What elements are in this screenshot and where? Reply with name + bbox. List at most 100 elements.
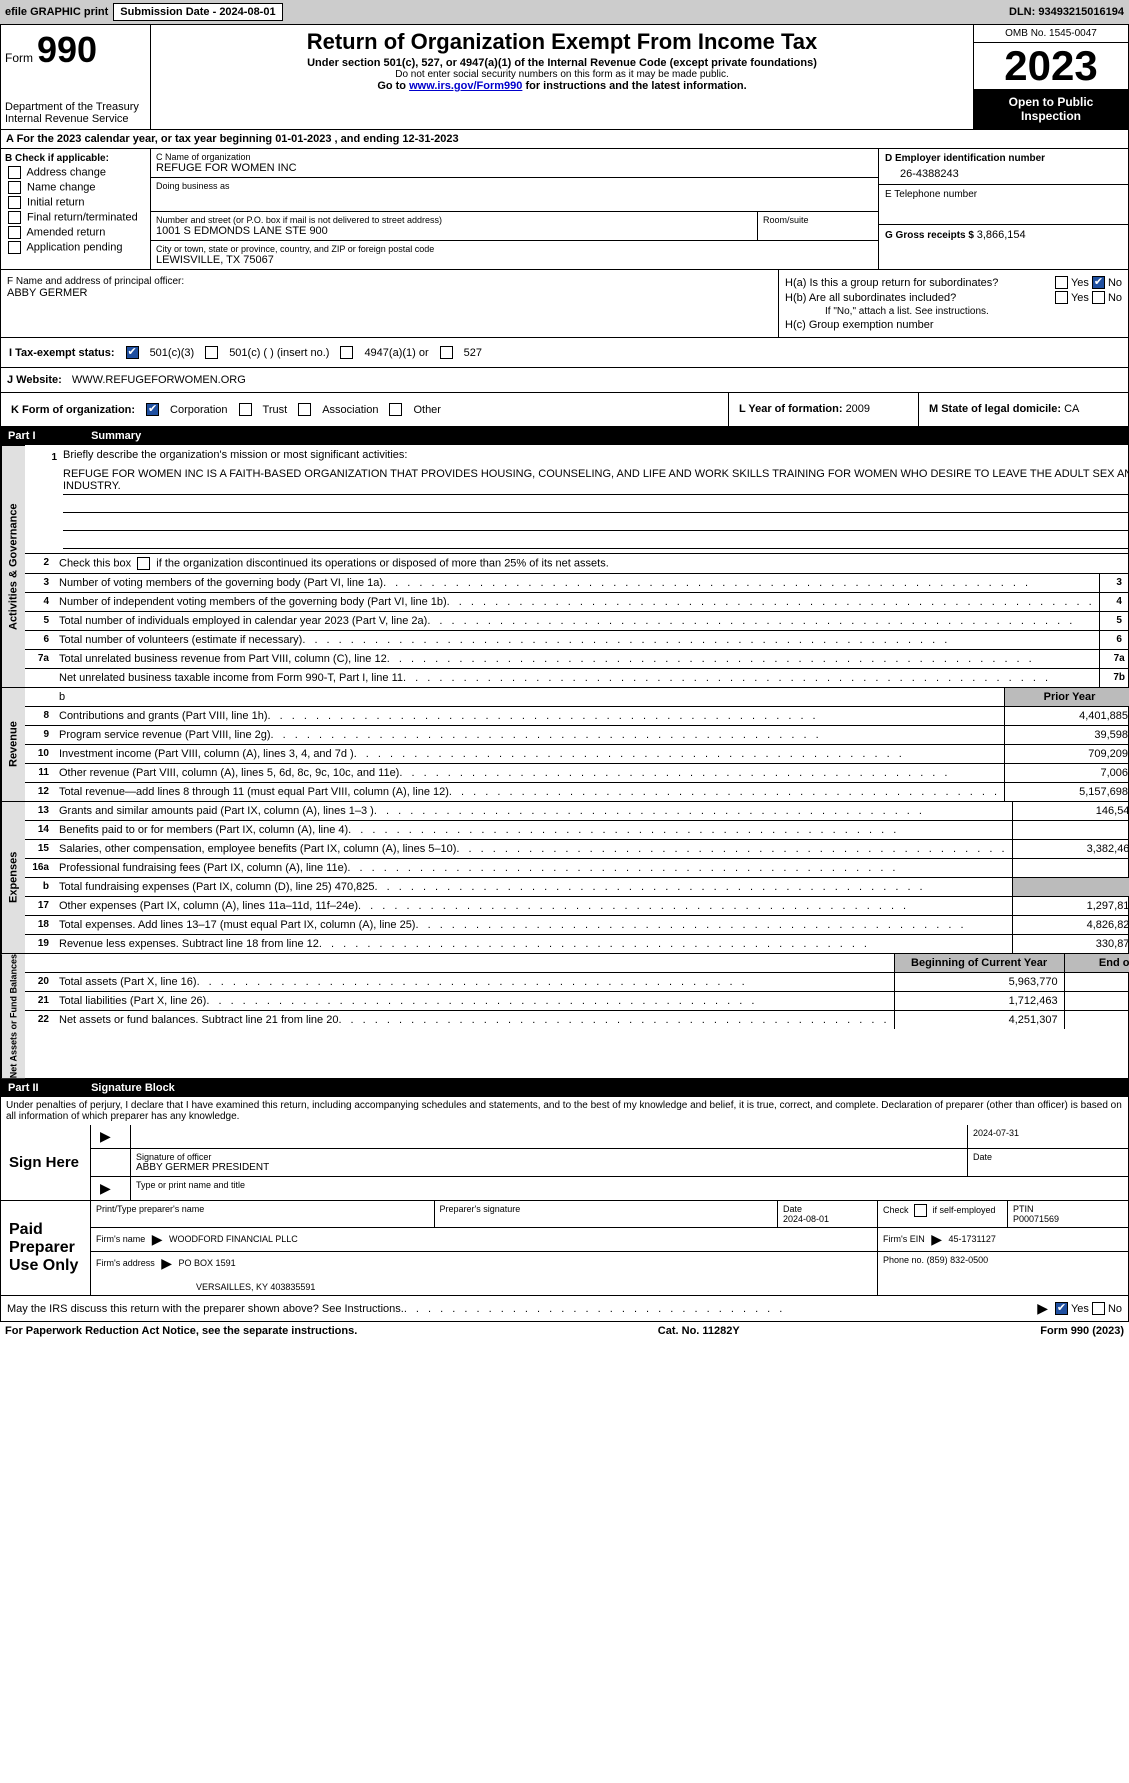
ha-label: H(a) Is this a group return for subordin… bbox=[785, 277, 1052, 289]
hb-yes: Yes bbox=[1071, 292, 1089, 304]
ha-no-box[interactable]: ✔ bbox=[1092, 276, 1105, 289]
i-label: I Tax-exempt status: bbox=[9, 347, 115, 359]
i-527-box[interactable] bbox=[440, 346, 453, 359]
form-subtitle2: Do not enter social security numbers on … bbox=[155, 69, 969, 80]
ha-yes-box[interactable] bbox=[1055, 276, 1068, 289]
i-4947-box[interactable] bbox=[340, 346, 353, 359]
f-value: ABBY GERMER bbox=[7, 287, 772, 299]
g-label: G Gross receipts $ bbox=[885, 230, 977, 241]
summary-row: 14Benefits paid to or for members (Part … bbox=[25, 821, 1129, 840]
b-checklist: Address change Name change Initial retur… bbox=[5, 166, 146, 254]
sig-date: 2024-07-31 bbox=[968, 1125, 1128, 1148]
summary-row: 3Number of voting members of the governi… bbox=[25, 574, 1129, 593]
declaration-text: Under penalties of perjury, I declare th… bbox=[0, 1097, 1129, 1125]
sign-here-section: Sign Here ▶ 2024-07-31 Signature of offi… bbox=[0, 1125, 1129, 1201]
dln-label: DLN: 93493215016194 bbox=[1009, 6, 1124, 18]
instructions-link[interactable]: www.irs.gov/Form990 bbox=[409, 80, 522, 92]
i-501c3: 501(c)(3) bbox=[150, 347, 195, 359]
sig-officer: ABBY GERMER PRESIDENT bbox=[136, 1162, 269, 1173]
hb-yes-box[interactable] bbox=[1055, 291, 1068, 304]
k-corp-box[interactable]: ✔ bbox=[146, 403, 159, 416]
summary-row: bTotal fundraising expenses (Part IX, co… bbox=[25, 878, 1129, 897]
discuss-yes-box[interactable]: ✔ bbox=[1055, 1302, 1068, 1315]
part2-header: Part II Signature Block bbox=[0, 1079, 1129, 1097]
k-other-box[interactable] bbox=[389, 403, 402, 416]
instructions: Go to www.irs.gov/Form990 for instructio… bbox=[155, 80, 969, 92]
phone-value: (859) 832-0500 bbox=[927, 1255, 989, 1265]
self-employed-box[interactable] bbox=[914, 1204, 927, 1217]
summary-row: 20Total assets (Part X, line 16) . . . .… bbox=[25, 973, 1129, 992]
hb-no-box[interactable] bbox=[1092, 291, 1105, 304]
summary-row: 12Total revenue—add lines 8 through 11 (… bbox=[25, 783, 1129, 801]
summary-row: 18Total expenses. Add lines 13–17 (must … bbox=[25, 916, 1129, 935]
summary-row: 17Other expenses (Part IX, column (A), l… bbox=[25, 897, 1129, 916]
phone-label: Phone no. bbox=[883, 1255, 924, 1265]
i-4947: 4947(a)(1) or bbox=[364, 347, 428, 359]
discuss-label: May the IRS discuss this return with the… bbox=[7, 1303, 404, 1315]
omb-number: OMB No. 1545-0047 bbox=[974, 25, 1128, 43]
summary-row: 19Revenue less expenses. Subtract line 1… bbox=[25, 935, 1129, 953]
form-subtitle: Under section 501(c), 527, or 4947(a)(1)… bbox=[155, 57, 969, 69]
firm-name-label: Firm's name bbox=[96, 1234, 145, 1244]
line2-box[interactable] bbox=[137, 557, 150, 570]
irs-label: Internal Revenue Service bbox=[5, 113, 146, 125]
sign-here-label: Sign Here bbox=[1, 1125, 91, 1200]
submission-date: Submission Date - 2024-08-01 bbox=[113, 3, 282, 21]
summary-row: 16aProfessional fundraising fees (Part I… bbox=[25, 859, 1129, 878]
b-spacer: b bbox=[55, 688, 1004, 706]
k-corp: Corporation bbox=[170, 404, 227, 416]
form-number: 990 bbox=[37, 29, 97, 71]
c-street-label: Number and street (or P.O. box if mail i… bbox=[156, 215, 752, 225]
form-label: Form bbox=[5, 51, 33, 65]
b-check-item: Amended return bbox=[5, 226, 146, 239]
line1-label: Briefly describe the organization's miss… bbox=[63, 449, 407, 466]
vtab-activities: Activities & Governance bbox=[1, 445, 25, 687]
open-inspection: Open to Public Inspection bbox=[974, 89, 1128, 129]
summary-row: 6Total number of volunteers (estimate if… bbox=[25, 631, 1129, 650]
efile-label: efile GRAPHIC print bbox=[5, 6, 108, 18]
header-center: Return of Organization Exempt From Incom… bbox=[151, 25, 973, 129]
summary-row: 11Other revenue (Part VIII, column (A), … bbox=[25, 764, 1129, 783]
d-label: D Employer identification number bbox=[885, 153, 1122, 164]
k-assoc-box[interactable] bbox=[298, 403, 311, 416]
k-label: K Form of organization: bbox=[11, 404, 135, 416]
dept-treasury: Department of the Treasury bbox=[5, 101, 146, 113]
discuss-no: No bbox=[1108, 1303, 1122, 1315]
header-left: Form 990 Department of the Treasury Inte… bbox=[1, 25, 151, 129]
i-501c: 501(c) ( ) (insert no.) bbox=[229, 347, 329, 359]
firm-ein-label: Firm's EIN bbox=[883, 1234, 925, 1244]
part2-label: Part II bbox=[8, 1082, 88, 1094]
hb-label: H(b) Are all subordinates included? bbox=[785, 292, 1052, 304]
summary-row: 22Net assets or fund balances. Subtract … bbox=[25, 1011, 1129, 1029]
footer-right: Form 990 (2023) bbox=[1040, 1325, 1124, 1337]
part1-header: Part I Summary bbox=[0, 427, 1129, 445]
summary-row: 15Salaries, other compensation, employee… bbox=[25, 840, 1129, 859]
b-check-item: Final return/terminated bbox=[5, 211, 146, 224]
section-i-row: I Tax-exempt status: ✔ 501(c)(3) 501(c) (… bbox=[0, 338, 1129, 368]
c-room-label: Room/suite bbox=[763, 215, 873, 225]
col-prior-head: Prior Year bbox=[1004, 688, 1129, 706]
c-city: LEWISVILLE, TX 75067 bbox=[156, 254, 873, 266]
summary-row: 5Total number of individuals employed in… bbox=[25, 612, 1129, 631]
prep-date: 2024-08-01 bbox=[783, 1214, 829, 1224]
summary-row: 9Program service revenue (Part VIII, lin… bbox=[25, 726, 1129, 745]
mission-text: REFUGE FOR WOMEN INC IS A FAITH-BASED OR… bbox=[63, 466, 1129, 495]
i-501c-box[interactable] bbox=[205, 346, 218, 359]
line2: Check this box if the organization disco… bbox=[55, 554, 1129, 573]
firm-addr-label: Firm's address bbox=[96, 1258, 155, 1268]
i-501c3-box[interactable]: ✔ bbox=[126, 346, 139, 359]
j-label: J Website: bbox=[7, 374, 62, 386]
summary-row: Net unrelated business taxable income fr… bbox=[25, 669, 1129, 687]
part2-title: Signature Block bbox=[91, 1082, 175, 1094]
part1-body: Activities & Governance 1Briefly describ… bbox=[0, 445, 1129, 1079]
part1-title: Summary bbox=[91, 430, 141, 442]
discuss-yes: Yes bbox=[1071, 1303, 1089, 1315]
summary-row: 8Contributions and grants (Part VIII, li… bbox=[25, 707, 1129, 726]
prep-sig-label: Preparer's signature bbox=[435, 1201, 779, 1227]
hc-label: H(c) Group exemption number bbox=[785, 319, 934, 331]
discuss-no-box[interactable] bbox=[1092, 1302, 1105, 1315]
g-value: 3,866,154 bbox=[977, 229, 1026, 241]
c-name: REFUGE FOR WOMEN INC bbox=[156, 162, 873, 174]
k-trust-box[interactable] bbox=[239, 403, 252, 416]
form-header: Form 990 Department of the Treasury Inte… bbox=[0, 24, 1129, 130]
